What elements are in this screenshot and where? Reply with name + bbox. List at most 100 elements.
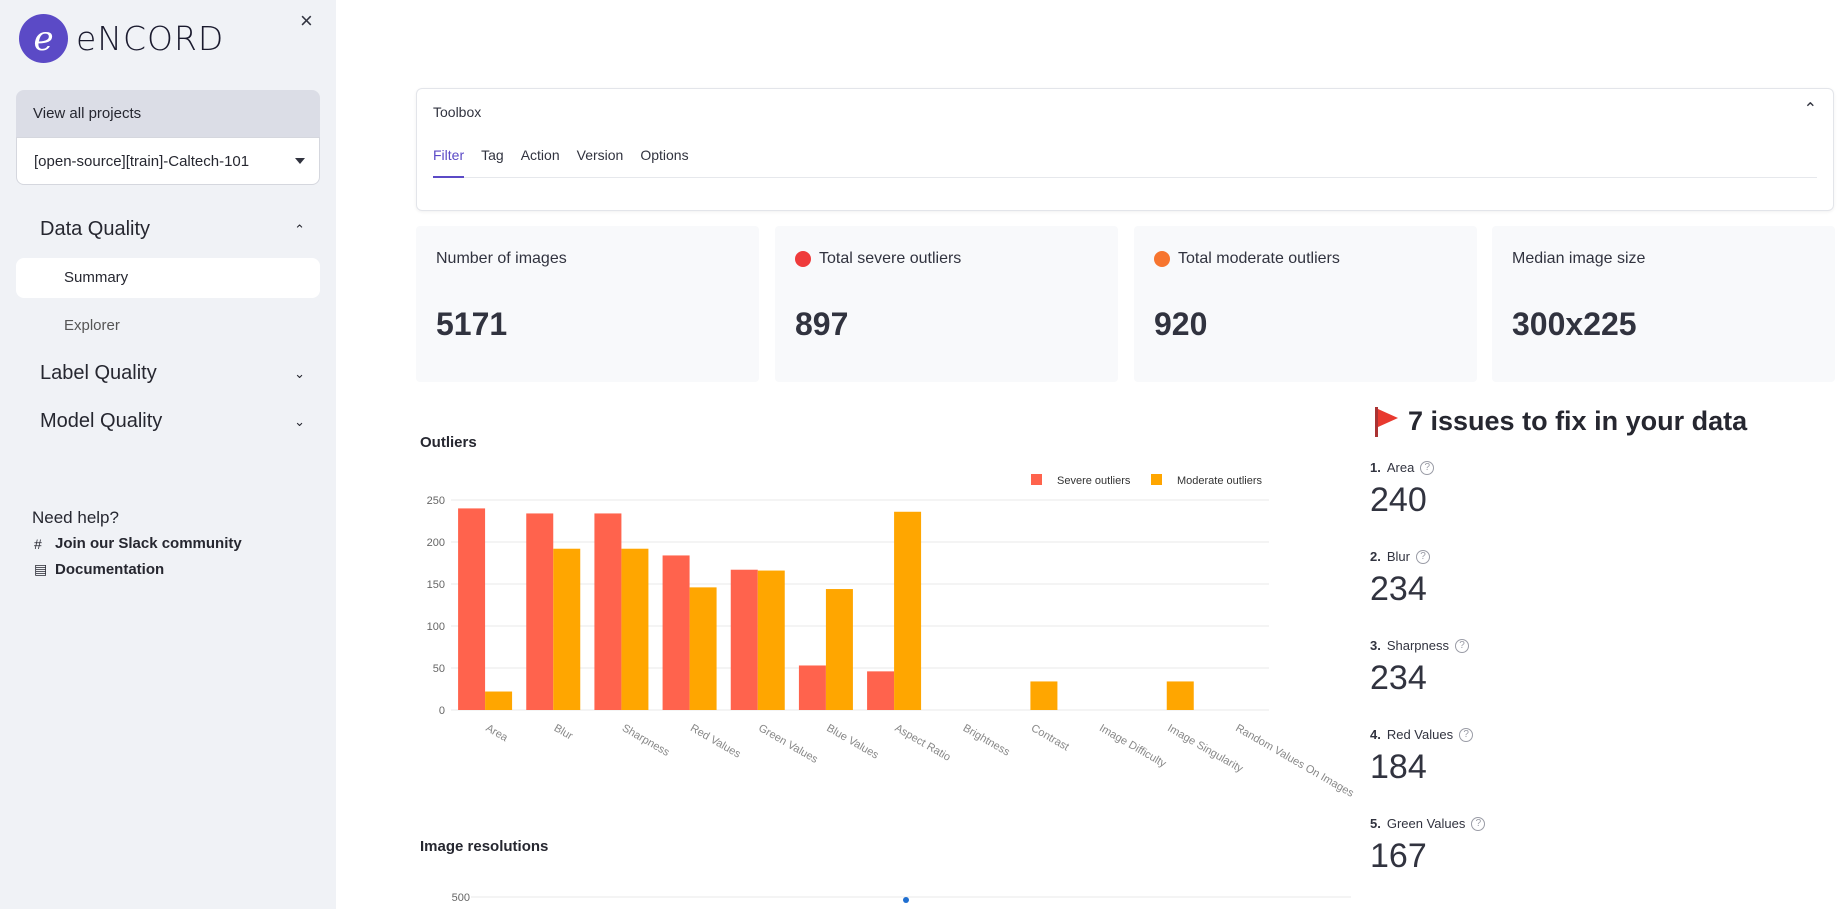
nav-section-label-quality[interactable]: Label Quality ⌄	[40, 362, 305, 385]
chevron-down-icon: ⌄	[294, 366, 305, 381]
x-tick-label: Contrast	[1029, 722, 1071, 753]
help-icon[interactable]: ?	[1415, 549, 1430, 564]
scatter-point	[903, 897, 909, 903]
metric-label: Total severe outliers	[819, 250, 962, 267]
issue-rank: 3.	[1370, 638, 1381, 653]
bar	[526, 513, 554, 710]
project-select[interactable]: [open-source][train]-Caltech-101	[16, 137, 320, 185]
nav-item-summary[interactable]: Summary	[16, 258, 320, 298]
metric-card-moderate: Total moderate outliers 920	[1134, 226, 1477, 382]
bar	[730, 569, 758, 710]
nav-item-explorer[interactable]: Explorer	[64, 317, 120, 334]
issue-name: Sharpness	[1386, 638, 1449, 653]
outliers-chart: 0 50 100 150 200 250 Area Blur Sharpness Red Valu…	[427, 474, 1356, 800]
y-tick-label: 500	[452, 892, 470, 904]
help-icon[interactable]: ?	[1471, 816, 1486, 831]
issue-rank: 5.	[1370, 816, 1381, 831]
help-icon[interactable]: ?	[1455, 638, 1469, 653]
outliers-chart-title: Outliers	[420, 434, 477, 451]
bar	[825, 589, 853, 710]
tab-version[interactable]: Version	[576, 147, 624, 163]
issue-name: Green Values	[1386, 816, 1466, 831]
project-select-value: [open-source][train]-Caltech-101	[34, 153, 250, 170]
y-tick-label: 100	[427, 621, 445, 633]
x-tick-label: Green Values	[756, 722, 820, 766]
tab-filter[interactable]: Filter	[433, 147, 465, 178]
issue-name: Red Values	[1386, 727, 1454, 742]
x-tick-label: Image Difficulty	[1097, 722, 1168, 770]
bar	[1166, 681, 1194, 710]
x-tick-label: Red Values	[688, 722, 743, 761]
slack-community-label: Join our Slack community	[55, 535, 242, 552]
issue-rank: 4.	[1370, 727, 1381, 742]
metric-label: Total moderate outliers	[1178, 250, 1340, 267]
nav-section-model-quality[interactable]: Model Quality ⌄	[40, 410, 305, 433]
slack-community-link[interactable]: # Join our Slack community	[34, 535, 242, 552]
issue-value: 167	[1370, 837, 1427, 875]
issue-value: 234	[1370, 570, 1427, 608]
issue-item: 3. Sharpness? 234	[1370, 638, 1670, 698]
x-tick-label: Random Values On Images	[1233, 722, 1356, 800]
red-circle-icon	[795, 251, 811, 267]
tab-options[interactable]: Options	[640, 147, 689, 163]
metric-card-images: Number of images 5171	[416, 226, 759, 382]
documentation-label: Documentation	[55, 561, 165, 578]
bar	[485, 691, 513, 710]
chevron-up-icon: ⌃	[294, 222, 305, 237]
y-tick-label: 0	[439, 705, 445, 717]
book-icon: ▤	[34, 561, 48, 577]
x-tick-label: Area	[484, 722, 511, 744]
nav-section-data-quality[interactable]: Data Quality ⌃	[40, 218, 305, 241]
logo-mark: e	[19, 14, 68, 63]
legend-swatch	[1151, 474, 1162, 485]
metric-value: 920	[1154, 306, 1208, 342]
nav-section-label: Label Quality	[40, 362, 157, 384]
issue-value: 184	[1370, 748, 1427, 786]
chevron-down-icon: ⌄	[294, 414, 305, 429]
slack-icon: #	[34, 535, 42, 552]
metric-value: 300x225	[1512, 306, 1637, 342]
bar	[1030, 681, 1058, 710]
encord-logo: e eNCORD	[19, 14, 224, 63]
tab-action[interactable]: Action	[520, 147, 560, 163]
view-all-projects-button[interactable]: View all projects	[16, 90, 320, 137]
caret-down-icon	[295, 158, 305, 164]
bar	[458, 508, 486, 710]
close-icon[interactable]: ×	[300, 8, 313, 33]
issue-name: Area	[1386, 460, 1415, 475]
issue-value: 234	[1370, 659, 1427, 697]
tab-tag[interactable]: Tag	[481, 147, 504, 163]
sidebar: e eNCORD × View all projects [open-sourc…	[0, 0, 336, 909]
legend-swatch	[1031, 474, 1042, 485]
orange-circle-icon	[1154, 251, 1170, 267]
issue-item: 5. Green Values? 167	[1370, 816, 1670, 876]
help-icon[interactable]: ?	[1459, 727, 1474, 742]
chevron-up-icon[interactable]: ⌃	[1803, 101, 1817, 118]
documentation-link[interactable]: ▤ Documentation	[34, 561, 164, 578]
issues-header: 7 issues to fix in your data	[1372, 406, 1747, 437]
issue-value: 240	[1370, 481, 1427, 519]
metric-value: 897	[795, 306, 849, 342]
x-tick-label: Image Singularity	[1165, 722, 1245, 775]
y-tick-label: 200	[427, 537, 445, 549]
issue-rank: 2.	[1370, 549, 1381, 564]
x-tick-label: Aspect Ratio	[893, 722, 953, 764]
toolbox-tabs: Filter Tag Action Version Options	[433, 147, 1817, 178]
toolbox-panel: Toolbox ⌃ Filter Tag Action Version Opti…	[416, 88, 1834, 211]
bar	[621, 548, 649, 710]
issue-item: 2. Blur? 234	[1370, 549, 1670, 609]
legend-label: Severe outliers	[1057, 475, 1131, 487]
metric-value: 5171	[436, 306, 508, 342]
issue-name: Blur	[1386, 549, 1410, 564]
x-tick-label: Brightness	[961, 722, 1012, 759]
bar	[867, 671, 895, 710]
x-tick-label: Sharpness	[620, 722, 672, 759]
bar	[689, 587, 717, 710]
bar	[798, 665, 826, 710]
red-flag-icon	[1372, 406, 1398, 437]
resolutions-chart: 500	[452, 892, 1351, 904]
resolutions-chart-title: Image resolutions	[420, 838, 549, 855]
help-title: Need help?	[32, 508, 119, 527]
metric-label: Median image size	[1512, 250, 1646, 267]
help-icon[interactable]: ?	[1420, 460, 1435, 475]
